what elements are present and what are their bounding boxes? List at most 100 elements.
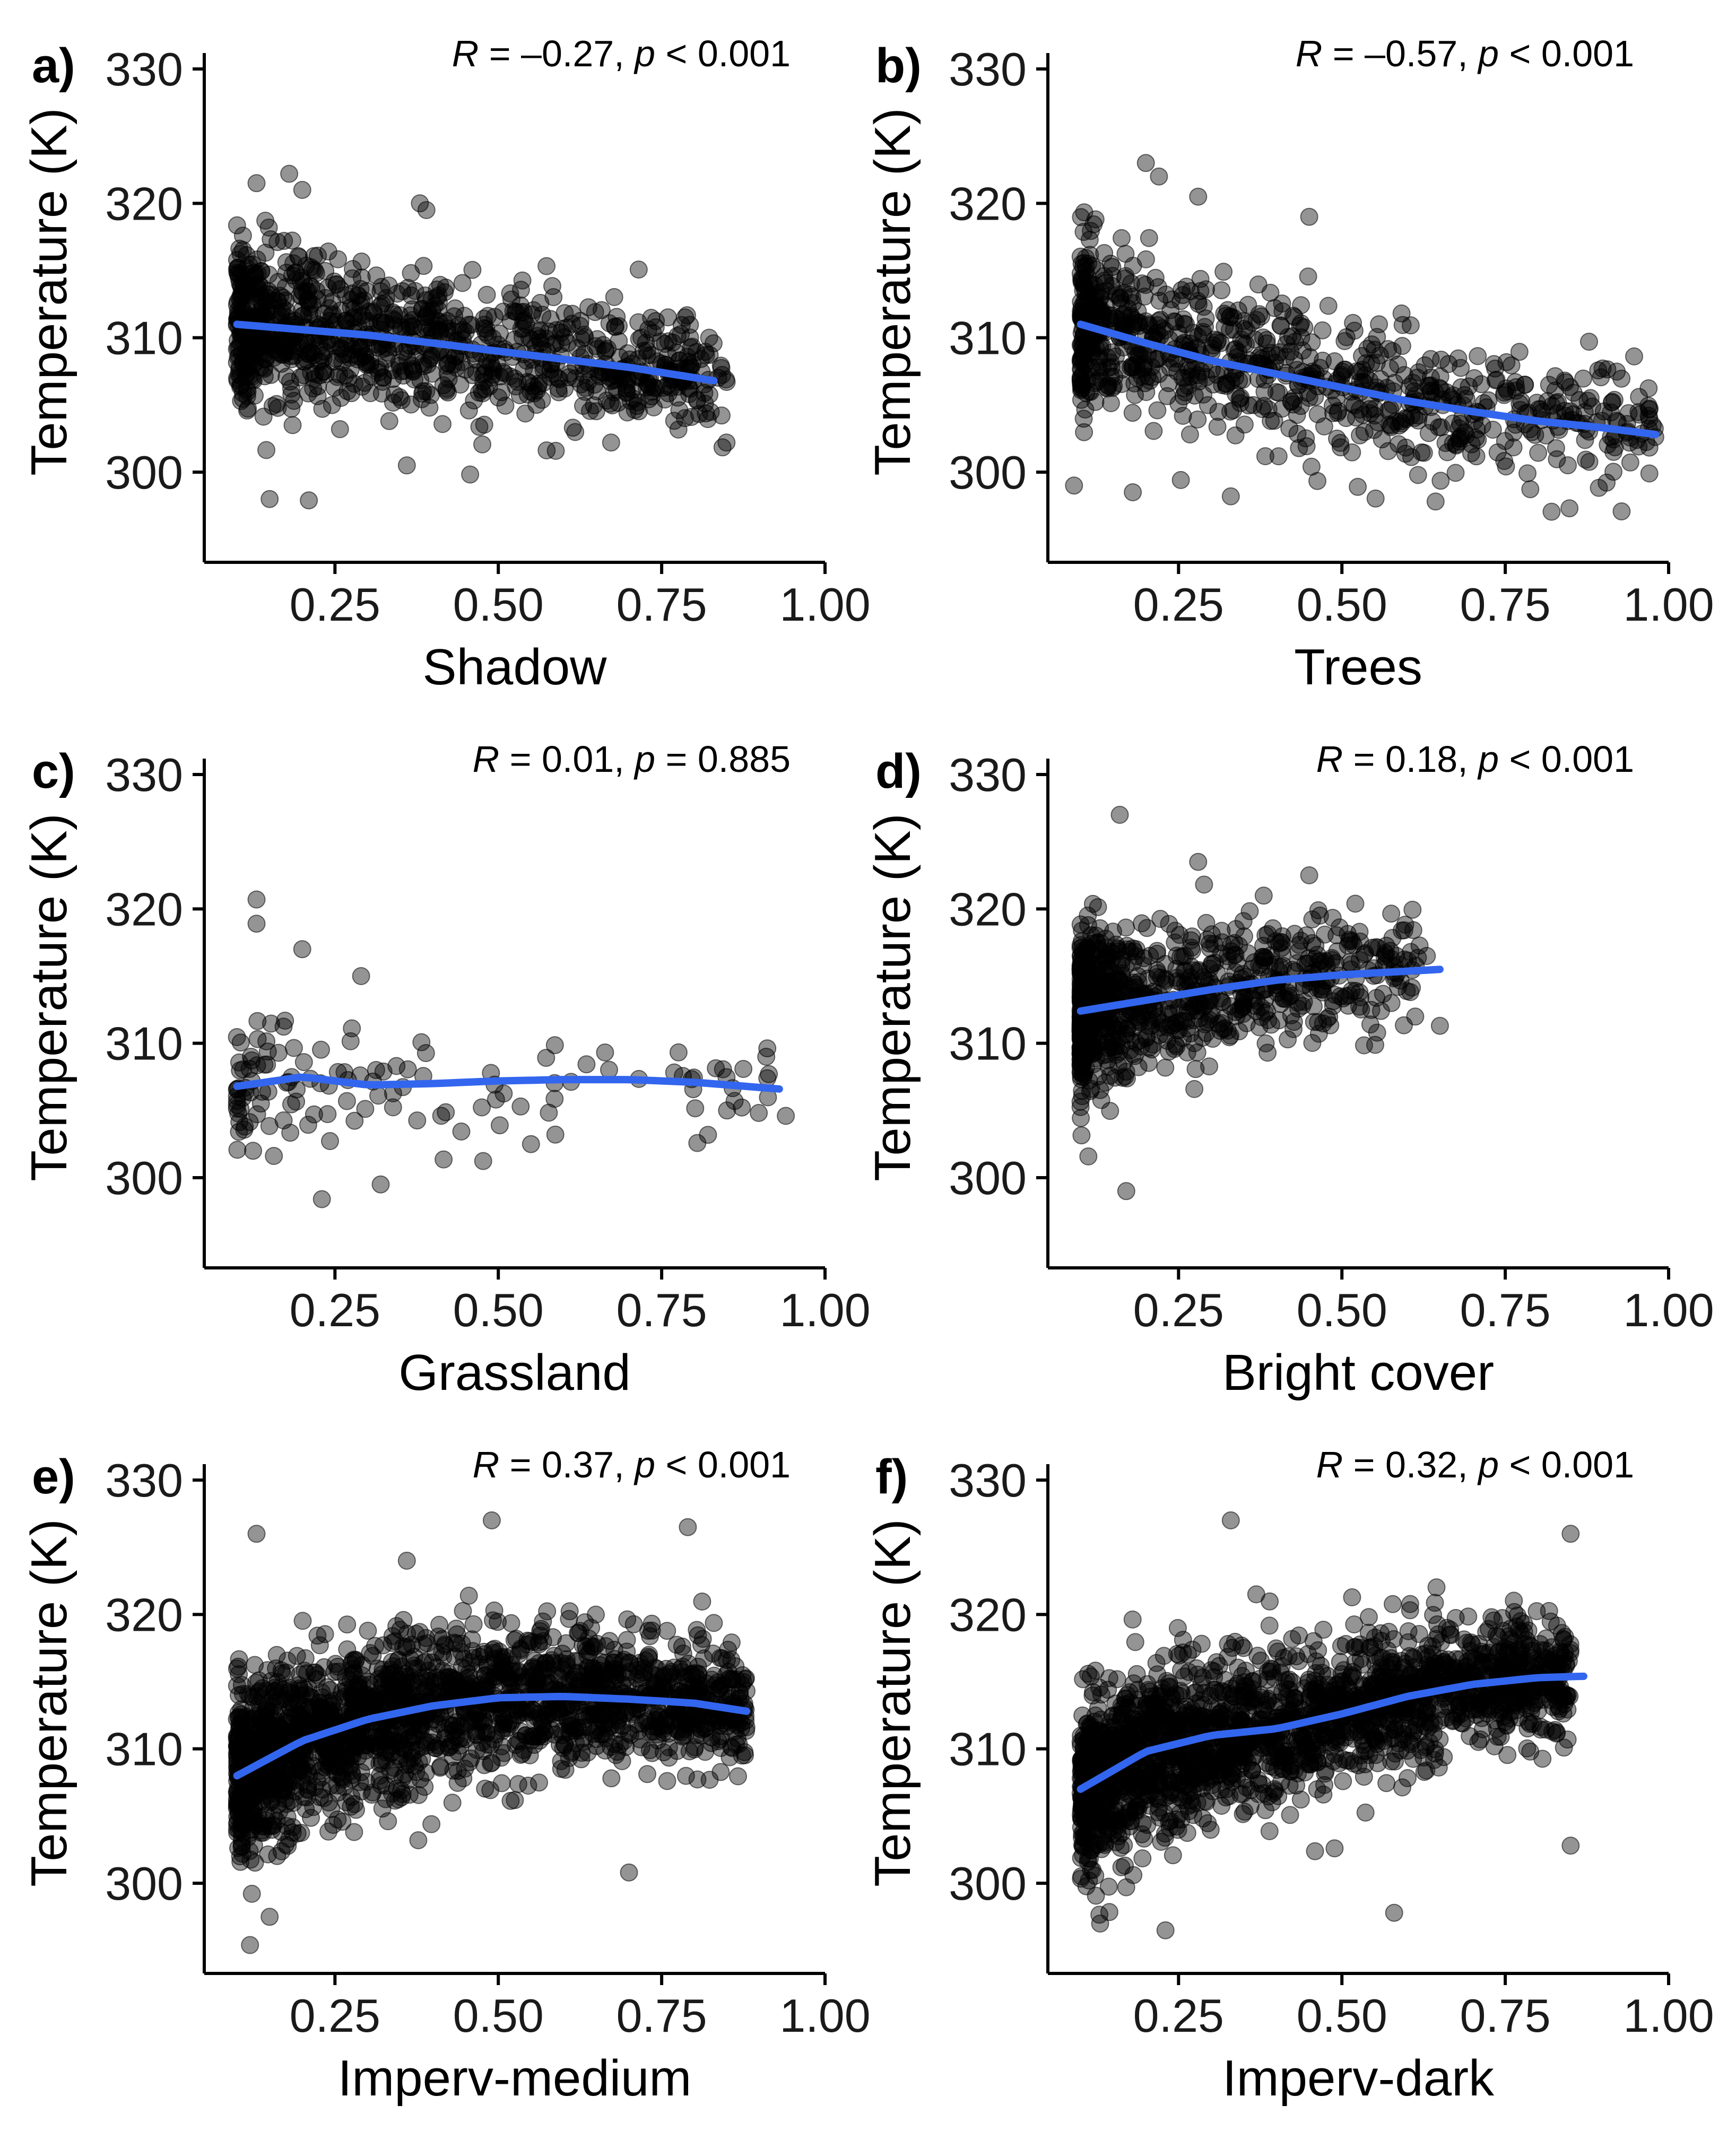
data-point [312,1040,330,1059]
data-point [1073,1087,1091,1106]
data-point [302,1808,320,1827]
data-point [1309,953,1327,971]
data-point [1148,401,1167,420]
data-point [639,320,657,338]
data-point [597,392,616,410]
data-point [293,1612,312,1630]
data-point [485,1601,504,1620]
data-point [1257,334,1276,353]
data-point [232,1829,251,1848]
data-point [1580,333,1598,351]
data-point [349,308,367,327]
data-point [294,1053,313,1072]
data-point [566,423,585,441]
data-point [230,1113,249,1132]
data-point [315,1658,333,1676]
y-tick-label: 320 [105,883,183,935]
data-point [1174,1012,1193,1030]
data-point [398,1060,417,1078]
data-point [1235,989,1253,1008]
data-point [587,1737,606,1755]
data-point [344,260,362,279]
data-point [461,465,480,484]
data-point [1521,480,1540,499]
data-point [1189,187,1208,206]
data-point [592,301,611,319]
data-point [700,328,718,347]
y-tick-label: 330 [949,43,1027,95]
data-point [662,1711,681,1730]
data-point [517,1699,536,1717]
data-point [341,1032,360,1050]
data-point [605,288,623,306]
data-point [629,260,648,279]
data-point [537,257,556,275]
data-point [693,1593,711,1611]
data-point [717,433,736,452]
data-point [313,1190,331,1208]
data-point [402,395,420,414]
data-point [659,308,677,327]
data-point [700,1771,719,1789]
data-point [1132,1037,1150,1056]
panel-label: c) [32,744,75,798]
data-point [374,1062,393,1081]
data-point [310,1636,329,1655]
data-point [311,352,330,371]
data-point [259,219,278,237]
data-point [1612,369,1631,388]
data-point [1446,464,1465,482]
data-point [572,1744,591,1762]
data-point [520,373,539,392]
data-point [1323,396,1342,415]
data-point [234,273,253,292]
data-point [1072,991,1090,1009]
data-point [374,1693,392,1712]
data-point [543,1703,561,1721]
data-point [358,354,377,373]
data-point [475,1756,493,1774]
data-point [248,1056,266,1075]
data-point [324,1692,342,1710]
data-point [1303,1034,1322,1052]
data-point [1250,1018,1269,1037]
data-point [1382,904,1401,923]
x-tick-label: 0.25 [1133,1284,1224,1336]
data-point [242,368,261,386]
x-tick-label: 0.50 [453,578,544,631]
data-point [545,1090,564,1108]
data-point [1504,438,1523,457]
data-point [714,1060,732,1078]
data-point [1265,299,1284,317]
data-point [257,441,275,459]
data-point [1231,388,1250,407]
data-point [1529,443,1548,462]
data-point [296,1705,315,1724]
data-point [412,1033,431,1051]
data-point [522,1727,540,1745]
data-point [1455,386,1474,404]
data-point [571,1622,589,1640]
data-point [1300,866,1318,884]
data-point [438,364,457,383]
data-point [298,335,317,353]
data-point [1171,947,1190,966]
data-point [621,392,640,410]
data-point [618,1610,637,1629]
data-point [537,441,556,459]
data-point [697,346,715,364]
y-tick-label: 320 [105,177,183,230]
data-point [1221,487,1240,506]
data-point [1072,1126,1091,1145]
x-tick-label: 1.00 [1623,1284,1714,1336]
data-point [1149,350,1167,369]
panel-label: d) [875,744,922,798]
y-axis-title: Temperature (K) [864,108,921,476]
data-point [588,1634,606,1653]
x-tick-label: 0.25 [1133,578,1224,631]
data-point [1110,806,1129,824]
data-point [414,257,433,275]
data-point [433,415,452,433]
data-point [435,1150,453,1169]
data-point [1356,944,1374,962]
